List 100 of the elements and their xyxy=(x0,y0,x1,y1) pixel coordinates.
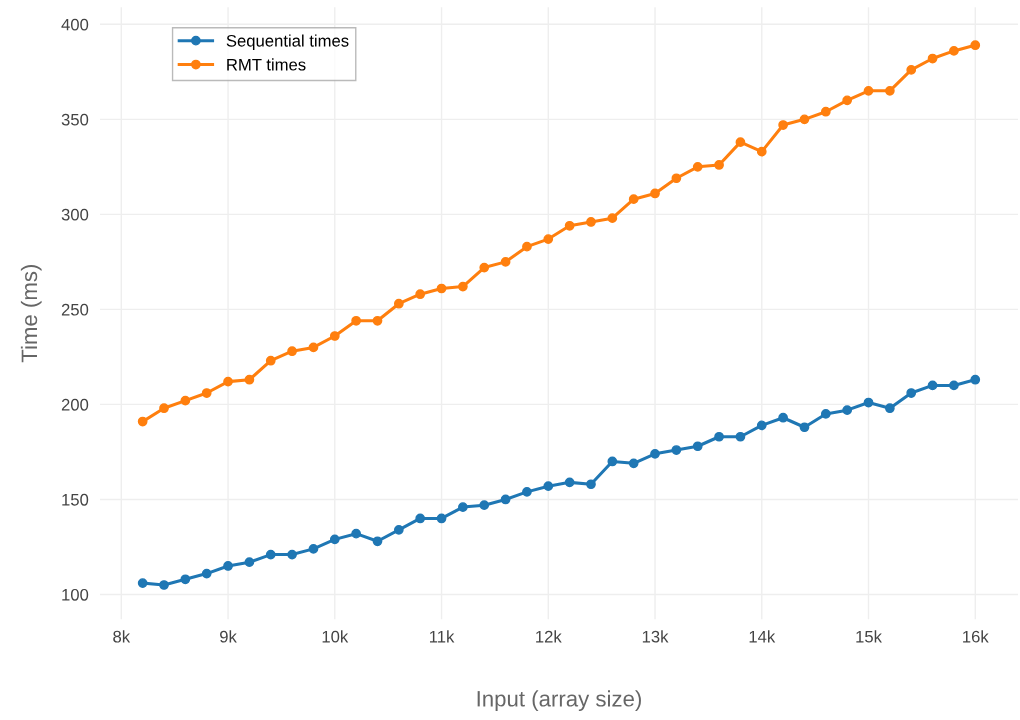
point xyxy=(223,376,233,387)
point xyxy=(223,561,233,571)
point xyxy=(458,281,468,292)
point xyxy=(927,53,938,64)
x-tick-label: 16k xyxy=(963,630,989,643)
point xyxy=(479,500,490,511)
point xyxy=(393,525,404,535)
point xyxy=(436,283,447,294)
point xyxy=(778,412,788,423)
x-tick-label: 10k xyxy=(322,630,349,643)
point xyxy=(543,234,554,244)
x-tick-label: 15k xyxy=(856,630,882,643)
point xyxy=(479,262,490,273)
point xyxy=(970,40,981,51)
x-tick-label: 12k xyxy=(536,630,562,643)
point xyxy=(586,217,596,227)
point xyxy=(842,405,853,415)
x-axis-title: Input (array size) xyxy=(477,690,641,712)
point xyxy=(393,298,404,309)
point xyxy=(415,289,426,300)
point xyxy=(308,544,319,554)
point xyxy=(201,568,212,579)
legend-label: Sequential times xyxy=(226,34,349,50)
point xyxy=(906,65,917,75)
point xyxy=(180,574,191,585)
point xyxy=(201,388,212,398)
point xyxy=(735,137,746,148)
point xyxy=(265,355,276,366)
point xyxy=(671,173,682,184)
point xyxy=(671,445,682,455)
point xyxy=(885,403,895,414)
point xyxy=(458,502,468,512)
point xyxy=(692,161,703,172)
point xyxy=(799,114,810,125)
point xyxy=(265,549,276,560)
point xyxy=(159,580,169,590)
point xyxy=(586,479,596,490)
point xyxy=(628,458,639,469)
point xyxy=(692,441,703,452)
legend-label: RMT times xyxy=(227,58,306,71)
point xyxy=(842,95,853,106)
x-tick-label: 9k xyxy=(220,630,237,643)
point xyxy=(650,448,660,459)
point xyxy=(820,409,831,419)
point xyxy=(180,395,191,406)
point xyxy=(650,188,660,199)
point xyxy=(500,257,511,267)
point xyxy=(522,486,532,497)
point xyxy=(351,528,362,539)
point xyxy=(159,403,169,414)
x-tick-label: 13k xyxy=(642,630,669,643)
point xyxy=(799,422,810,433)
point xyxy=(607,456,618,467)
point xyxy=(949,380,959,391)
point xyxy=(949,46,959,56)
point xyxy=(500,494,511,505)
point xyxy=(522,241,532,252)
point xyxy=(778,120,788,130)
point xyxy=(372,536,383,547)
point xyxy=(820,106,831,117)
y-tick-label: 400 xyxy=(61,18,89,31)
point xyxy=(543,481,554,492)
point xyxy=(714,160,724,170)
point xyxy=(628,194,639,205)
y-tick-label: 250 xyxy=(61,303,89,316)
y-axis-title: Time (ms) xyxy=(20,265,42,363)
point xyxy=(287,346,297,357)
x-tick-label: 11k xyxy=(429,630,455,643)
point xyxy=(564,220,575,231)
point xyxy=(372,315,383,326)
point xyxy=(756,420,767,431)
point xyxy=(927,380,938,391)
point xyxy=(137,416,148,427)
point xyxy=(244,557,255,568)
point xyxy=(735,431,746,442)
point xyxy=(885,85,895,96)
point xyxy=(970,374,981,385)
point xyxy=(863,397,874,408)
y-tick-label: 350 xyxy=(61,113,89,126)
point xyxy=(351,315,362,326)
y-tick-label: 100 xyxy=(62,588,89,601)
y-tick-label: 150 xyxy=(62,493,89,506)
point xyxy=(329,534,340,545)
point xyxy=(756,146,767,157)
x-tick-label: 8k xyxy=(113,630,131,643)
y-tick-label: 300 xyxy=(61,208,89,221)
point xyxy=(308,342,319,353)
point xyxy=(564,477,575,488)
point xyxy=(436,513,447,524)
y-tick-label: 200 xyxy=(61,398,89,411)
point xyxy=(137,578,148,588)
point xyxy=(607,213,618,224)
point xyxy=(244,374,255,385)
point xyxy=(329,331,340,341)
x-tick-label: 14k xyxy=(749,630,776,643)
point xyxy=(287,549,297,560)
point xyxy=(863,85,874,96)
point xyxy=(415,513,426,524)
point xyxy=(714,431,724,442)
point xyxy=(906,388,917,398)
